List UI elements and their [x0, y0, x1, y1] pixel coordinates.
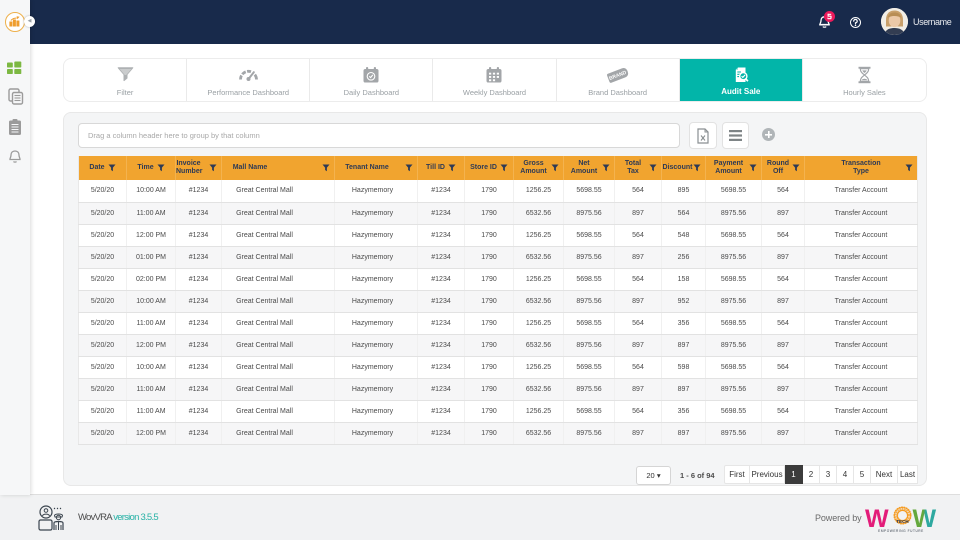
svg-text:W: W [913, 505, 937, 533]
svg-text:W: W [865, 505, 889, 533]
svg-text:TECH: TECH [896, 519, 909, 524]
svg-text:EMPOWERING FUTURE: EMPOWERING FUTURE [878, 529, 924, 533]
